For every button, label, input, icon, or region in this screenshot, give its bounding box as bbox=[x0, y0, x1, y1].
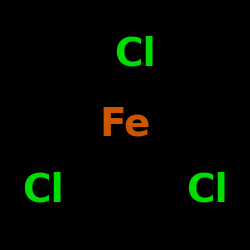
Text: Cl: Cl bbox=[186, 171, 228, 209]
Text: Cl: Cl bbox=[22, 171, 64, 209]
Text: Cl: Cl bbox=[114, 36, 156, 74]
Text: Fe: Fe bbox=[99, 106, 151, 144]
